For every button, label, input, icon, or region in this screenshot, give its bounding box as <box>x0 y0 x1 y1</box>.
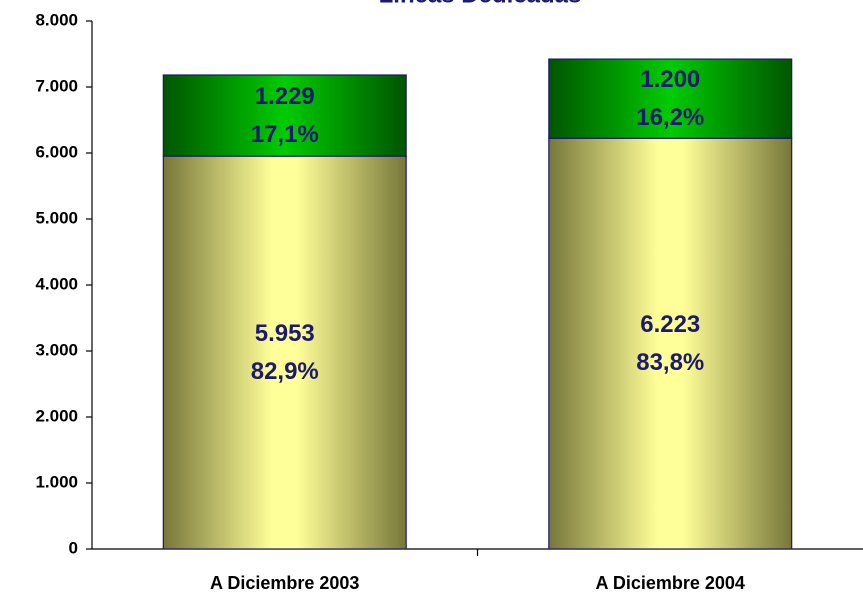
value-label: 1.229 <box>255 83 315 110</box>
y-tick-label: 8.000 <box>35 10 78 29</box>
bar-segment <box>548 137 793 550</box>
bar-segment <box>162 74 407 157</box>
x-tick-label: A Diciembre 2004 <box>596 573 745 593</box>
y-tick-label: 1.000 <box>35 472 78 491</box>
bar-segment <box>548 58 793 139</box>
chart-title: Líneas Dedicadas <box>379 0 582 8</box>
y-tick-label: 2.000 <box>35 406 78 425</box>
y-tick-label: 7.000 <box>35 76 78 95</box>
percent-label: 83,8% <box>636 349 704 376</box>
value-label: 6.223 <box>640 311 700 338</box>
x-tick-label: A Diciembre 2003 <box>210 573 359 593</box>
y-tick-label: 6.000 <box>35 142 78 161</box>
value-label: 5.953 <box>255 320 315 347</box>
value-label: 1.200 <box>640 66 700 93</box>
y-tick-label: 4.000 <box>35 274 78 293</box>
y-tick-label: 0 <box>69 538 78 557</box>
percent-label: 82,9% <box>251 358 319 385</box>
bar-segment <box>162 155 407 550</box>
percent-label: 16,2% <box>636 104 704 131</box>
y-tick-label: 5.000 <box>35 208 78 227</box>
y-tick-label: 3.000 <box>35 340 78 359</box>
percent-label: 17,1% <box>251 121 319 148</box>
